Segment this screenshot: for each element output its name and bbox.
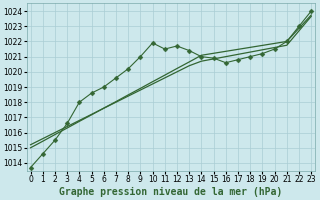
X-axis label: Graphe pression niveau de la mer (hPa): Graphe pression niveau de la mer (hPa) [59,186,283,197]
